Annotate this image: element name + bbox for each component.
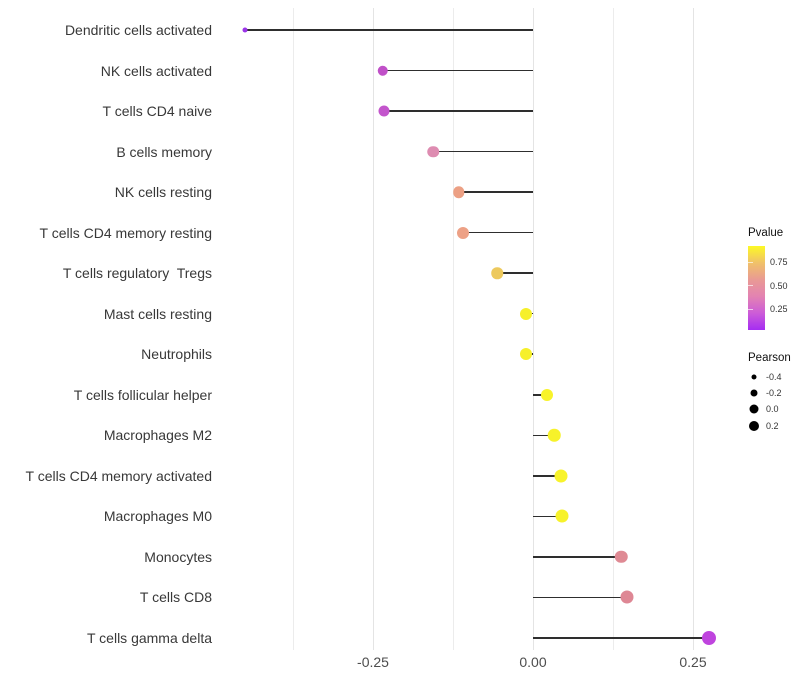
- lollipop-stem: [533, 637, 709, 639]
- lollipop-stem: [533, 515, 562, 518]
- lollipop-point: [615, 550, 628, 564]
- pearson-legend-title: Pearson: [748, 352, 791, 364]
- y-axis-label: T cells follicular helper: [73, 386, 212, 403]
- lollipop-point: [541, 388, 554, 401]
- pvalue-legend-title: Pvalue: [748, 227, 784, 239]
- lollipop-stem: [533, 556, 622, 558]
- lollipop-stem: [463, 231, 533, 234]
- lollipop-point: [519, 348, 532, 361]
- pearson-size-dot: [751, 374, 757, 380]
- pearson-size-dot: [749, 420, 759, 431]
- y-axis-label: T cells CD8: [139, 589, 212, 606]
- lollipop-point: [427, 145, 439, 158]
- pearson-size-label: 0.0: [766, 404, 779, 415]
- y-axis-label: T cells CD4 memory activated: [25, 467, 212, 484]
- lollipop-point: [242, 27, 248, 33]
- y-axis-label: T cells gamma delta: [86, 629, 212, 646]
- y-axis-label: Macrophages M0: [103, 508, 212, 525]
- lollipop-point: [453, 186, 465, 198]
- lollipop-point: [457, 226, 470, 239]
- y-axis-label: T cells CD4 memory resting: [39, 224, 212, 241]
- lollipop-point: [554, 469, 568, 483]
- lollipop-stem: [245, 29, 533, 31]
- y-axis-label: B cells memory: [116, 143, 212, 160]
- pearson-size-label: -0.2: [766, 388, 782, 399]
- lollipop-point: [555, 509, 569, 523]
- y-axis-label: Neutrophils: [141, 346, 212, 363]
- y-axis-label: Macrophages M2: [103, 427, 212, 444]
- lollipop-point: [519, 307, 532, 320]
- lollipop-stem: [533, 596, 628, 599]
- lollipop-point: [702, 630, 716, 645]
- pearson-size-label: 0.2: [766, 420, 779, 431]
- lollipop-point: [620, 590, 634, 604]
- lollipop-point: [378, 105, 390, 117]
- lollipop-stem: [497, 272, 533, 274]
- y-axis-label: NK cells resting: [114, 184, 212, 201]
- minor-gridline: [452, 8, 454, 650]
- major-gridline: [532, 8, 534, 650]
- x-tick-label: -0.25: [357, 654, 389, 670]
- lollipop-stem: [458, 191, 533, 193]
- colorbar-tick: [748, 261, 753, 263]
- colorbar-tick: [748, 285, 753, 287]
- lollipop-stem: [382, 69, 533, 72]
- lollipop-point: [377, 65, 388, 76]
- pearson-size-label: -0.4: [766, 372, 782, 382]
- lollipop-stem: [383, 110, 533, 112]
- lollipop-stem: [533, 394, 548, 396]
- major-gridline: [692, 8, 694, 650]
- pearson-size-dot: [750, 389, 758, 397]
- lollipop-point: [491, 267, 503, 279]
- lollipop-stem: [533, 434, 555, 437]
- colorbar-tick-label: 0.75: [770, 257, 788, 268]
- x-tick-label: 0.00: [519, 654, 547, 670]
- lollipop-stem: [533, 475, 562, 477]
- y-axis-label: T cells CD4 naive: [102, 103, 212, 120]
- x-tick-label: 0.25: [679, 654, 707, 670]
- y-axis-label: T cells regulatory Tregs: [62, 265, 212, 282]
- y-axis-label: NK cells activated: [100, 62, 212, 79]
- pearson-size-dot: [749, 404, 759, 414]
- lollipop-stem: [433, 150, 533, 153]
- lollipop-point: [547, 429, 561, 442]
- colorbar-tick: [748, 308, 753, 310]
- y-axis-label: Mast cells resting: [103, 305, 212, 322]
- colorbar-tick-label: 0.25: [770, 304, 788, 315]
- minor-gridline: [612, 8, 614, 650]
- major-gridline: [372, 8, 374, 650]
- pvalue-colorbar: [748, 246, 765, 330]
- y-axis-label: Dendritic cells activated: [64, 22, 212, 38]
- y-axis-label: Monocytes: [144, 548, 212, 565]
- minor-gridline: [292, 8, 294, 650]
- colorbar-tick-label: 0.50: [770, 280, 788, 291]
